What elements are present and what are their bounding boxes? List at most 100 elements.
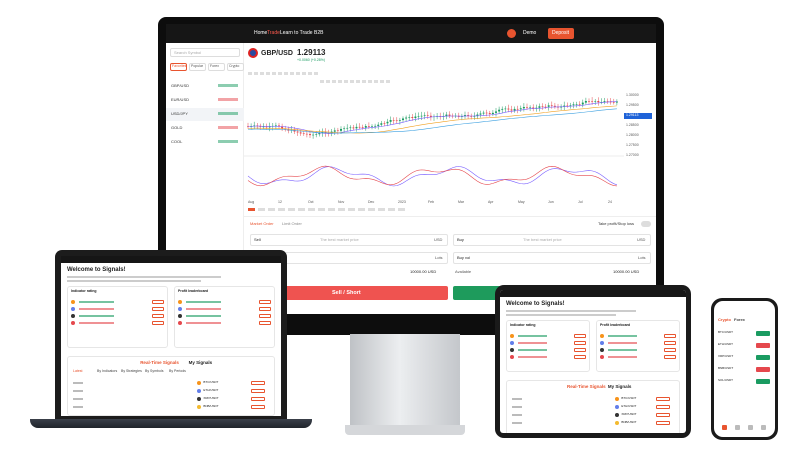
sell-price-field[interactable] [250, 234, 448, 246]
watchlist-bar [218, 98, 238, 101]
signal-time [73, 405, 83, 408]
watchlist-symbol[interactable]: GOLD [171, 125, 183, 130]
card-row-action[interactable] [152, 300, 164, 304]
interval-button[interactable] [308, 208, 315, 211]
signal-icon [615, 397, 620, 402]
phone-tab[interactable]: Forex [734, 317, 745, 322]
sidebar-tab-label[interactable]: Popular [191, 64, 204, 68]
sell-label: Sell [254, 237, 261, 242]
signal-action[interactable] [251, 396, 265, 401]
nav-link[interactable]: Home [254, 30, 268, 36]
phone-tabbar-icon[interactable] [735, 425, 740, 430]
card-row-action[interactable] [574, 341, 586, 345]
candle [383, 123, 386, 124]
card-row-action[interactable] [574, 355, 586, 359]
signal-filter-tab[interactable]: By Strategies [121, 368, 142, 373]
card-row-action[interactable] [259, 300, 271, 304]
interval-button[interactable] [388, 208, 395, 211]
card-row-action[interactable] [152, 314, 164, 318]
sidebar-tab[interactable] [227, 63, 244, 71]
interval-button[interactable] [318, 208, 325, 211]
phone-tabbar-icon[interactable] [722, 425, 727, 430]
card-row-action[interactable] [259, 321, 271, 325]
sell-button-label[interactable]: Sell / Short [332, 290, 361, 296]
card-row-action[interactable] [574, 334, 586, 338]
card-row-bar [186, 315, 222, 317]
card-row-action[interactable] [664, 355, 676, 359]
signal-action[interactable] [251, 380, 265, 385]
interval-button[interactable] [348, 208, 355, 211]
search-placeholder[interactable]: Search Symbol [174, 50, 202, 55]
order-tab[interactable]: Limit Order [282, 221, 302, 226]
tpsl-toggle[interactable] [641, 221, 651, 227]
realtime-tab[interactable]: Real-Time Signals [140, 359, 179, 365]
buy-volume-field[interactable] [453, 252, 651, 264]
interval-button[interactable] [268, 208, 275, 211]
signal-symbol: ETH/USDT [621, 404, 637, 409]
phone-tab[interactable]: Crypto [718, 317, 731, 322]
nav-link[interactable]: B2B [314, 30, 324, 36]
order-tab[interactable]: Market Order [250, 221, 274, 226]
interval-button[interactable] [338, 208, 345, 211]
signal-action[interactable] [656, 421, 670, 426]
account-switch[interactable]: Demo [523, 30, 537, 36]
candle [572, 104, 575, 106]
candle [553, 105, 556, 107]
sidebar-tab-label[interactable]: Forex [210, 64, 219, 68]
deposit-label[interactable]: Deposit [552, 30, 569, 36]
signal-action[interactable] [251, 404, 265, 409]
monitor-stand-base [345, 425, 465, 435]
interval-button[interactable] [278, 208, 285, 211]
sell-button[interactable] [250, 286, 448, 300]
nav-link[interactable]: Trade [267, 30, 280, 36]
watchlist-symbol[interactable]: GBP/USD [171, 83, 190, 88]
card-row-action[interactable] [259, 307, 271, 311]
card-row-icon [71, 307, 75, 311]
my-signals-tab[interactable]: My Signals [607, 384, 632, 390]
card-row-action[interactable] [664, 334, 676, 338]
phone-tabbar-icon[interactable] [761, 425, 766, 430]
interval-button[interactable] [378, 208, 385, 211]
candle [513, 108, 516, 111]
signal-action[interactable] [251, 388, 265, 393]
interval-button[interactable] [288, 208, 295, 211]
card-row-action[interactable] [664, 341, 676, 345]
sidebar-tab[interactable] [208, 63, 225, 71]
signal-action[interactable] [656, 413, 670, 418]
phone-tabbar-icon[interactable] [748, 425, 753, 430]
card-row-action[interactable] [152, 307, 164, 311]
interval-button[interactable] [358, 208, 365, 211]
interval-button[interactable] [258, 208, 265, 211]
sidebar-tab-label[interactable]: Favorites [172, 64, 187, 68]
current-price-tag [624, 113, 652, 119]
nav-link[interactable]: Learn to Trade [280, 30, 313, 36]
signal-filter-tab[interactable]: By Symbols [145, 368, 164, 373]
interval-button[interactable] [298, 208, 305, 211]
signal-filter-tab[interactable]: By Periods [169, 368, 186, 373]
watchlist-symbol[interactable]: USD/JPY [171, 111, 188, 116]
watchlist-symbol[interactable]: EUR/USD [171, 97, 190, 102]
card-row-action[interactable] [152, 321, 164, 325]
sidebar-tab-label[interactable]: Crypto [229, 64, 240, 68]
signal-action[interactable] [656, 397, 670, 402]
sidebar-tab[interactable] [170, 63, 187, 71]
card-row-action[interactable] [664, 348, 676, 352]
card-row-action[interactable] [574, 348, 586, 352]
watchlist-symbol[interactable]: COOL [171, 139, 183, 144]
my-signals-tab[interactable]: My Signals [188, 359, 213, 365]
realtime-tab[interactable]: Real-Time Signals [566, 384, 606, 390]
signal-action[interactable] [656, 405, 670, 410]
toolbar-icon [314, 72, 318, 75]
deposit-button[interactable] [548, 28, 574, 39]
interval-button[interactable] [328, 208, 335, 211]
signal-filter-tab[interactable]: Latest [73, 368, 83, 373]
candle [488, 113, 491, 115]
signal-filter-tab[interactable]: By Indicators [97, 368, 118, 373]
interval-button[interactable] [398, 208, 405, 211]
signals-title: Welcome to Signals! [506, 301, 565, 307]
sidebar-tab[interactable] [189, 63, 206, 71]
interval-button[interactable] [368, 208, 375, 211]
card-row-action[interactable] [259, 314, 271, 318]
buy-price-field[interactable] [453, 234, 651, 246]
interval-button[interactable] [248, 208, 255, 211]
